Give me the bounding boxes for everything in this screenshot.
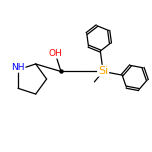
Text: NH: NH (11, 63, 25, 72)
Text: OH: OH (49, 49, 62, 58)
Text: Si: Si (98, 66, 108, 76)
